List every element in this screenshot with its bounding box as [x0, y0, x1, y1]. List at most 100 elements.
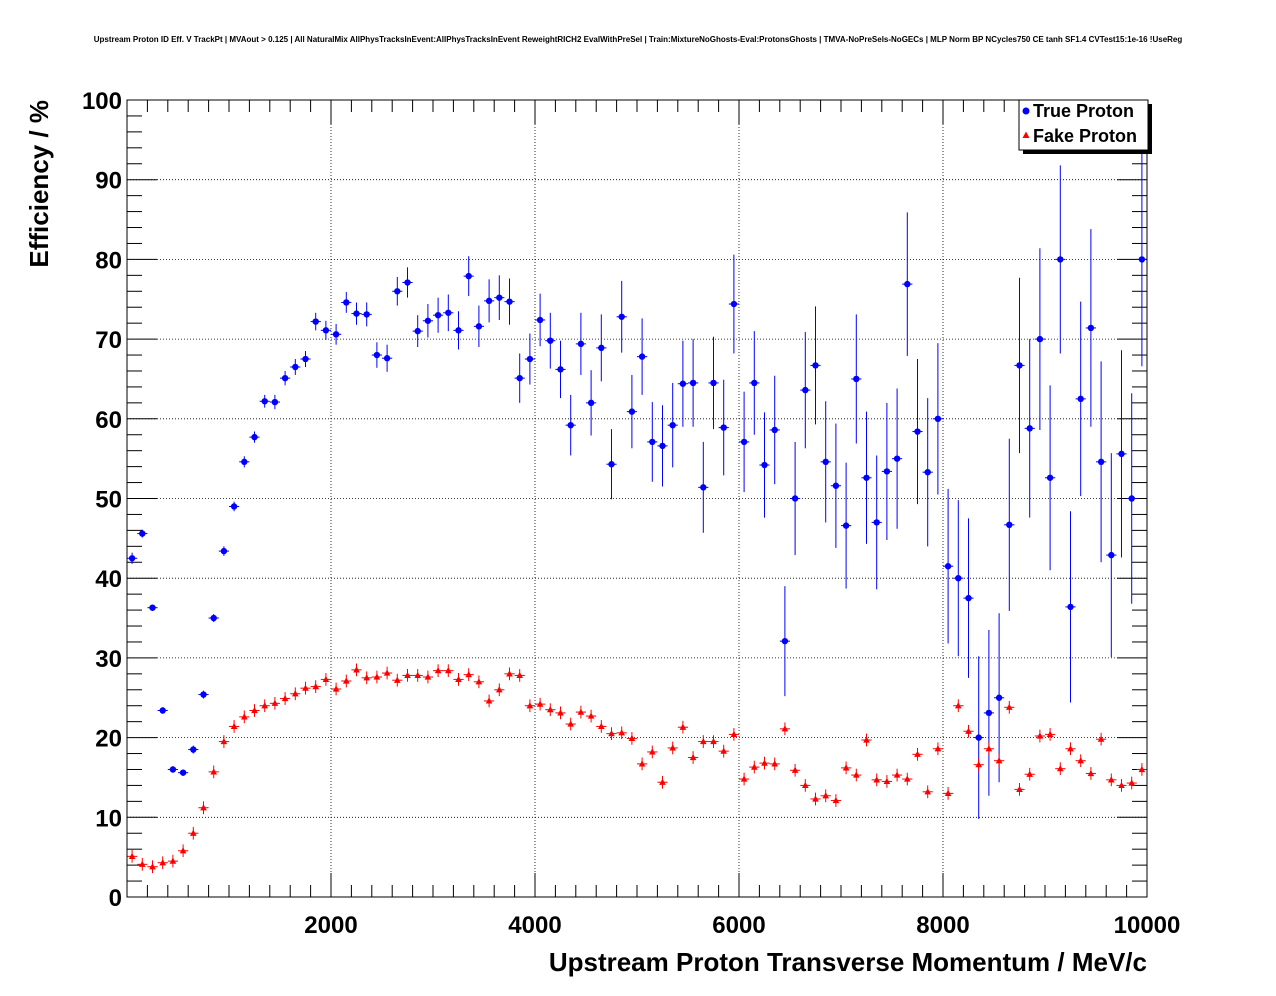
marker-triangle [995, 757, 1003, 764]
marker-circle [179, 769, 187, 776]
marker-triangle [1138, 765, 1146, 773]
marker-circle [1026, 425, 1033, 432]
marker-triangle [445, 667, 452, 674]
data-point [1034, 729, 1045, 743]
data-point [626, 732, 637, 745]
marker-circle [394, 288, 401, 295]
marker-triangle [730, 730, 738, 738]
data-point [239, 710, 250, 724]
data-point [861, 733, 872, 747]
marker-circle [771, 426, 778, 434]
marker-circle [149, 604, 156, 611]
marker-triangle [618, 729, 625, 736]
x-tick-labels: 2000 4000 6000 8000 10000 [304, 912, 1180, 939]
marker-circle [791, 495, 799, 502]
marker-triangle [322, 675, 330, 683]
data-point [810, 306, 821, 425]
data-point [779, 722, 790, 736]
data-point [596, 314, 607, 382]
marker-triangle [485, 697, 493, 704]
x-tick-label: 8000 [916, 912, 969, 939]
data-point [382, 344, 393, 372]
marker-triangle [965, 727, 972, 734]
data-point [514, 353, 525, 403]
data-point [565, 717, 576, 731]
data-point [1106, 773, 1117, 787]
marker-triangle [893, 771, 901, 778]
marker-triangle [475, 678, 483, 685]
marker-circle [577, 340, 585, 348]
series-fake-proton [127, 663, 1147, 874]
marker-circle [169, 766, 177, 773]
data-point [841, 462, 852, 589]
data-point [331, 323, 342, 345]
marker-triangle [210, 768, 217, 775]
data-point [1096, 732, 1107, 746]
data-point [535, 293, 546, 347]
marker-circle [710, 379, 717, 387]
data-point [473, 675, 484, 689]
marker-circle [781, 637, 789, 645]
data-point [341, 292, 352, 313]
data-point [830, 423, 841, 548]
data-point [616, 280, 627, 353]
data-point [820, 789, 831, 803]
data-point [1085, 767, 1096, 780]
y-tick-label: 10 [95, 805, 122, 832]
marker-triangle [271, 699, 279, 706]
marker-triangle [434, 667, 442, 674]
data-point [208, 614, 219, 623]
data-point [739, 391, 750, 493]
data-point [769, 375, 780, 485]
data-point [759, 412, 770, 518]
marker-triangle [353, 666, 360, 673]
data-point [1136, 763, 1147, 776]
x-tick-label: 6000 [712, 912, 765, 939]
data-point [626, 374, 637, 449]
data-point [392, 673, 403, 687]
data-point [1045, 385, 1056, 571]
marker-circle [985, 709, 993, 717]
marker-triangle [292, 690, 299, 697]
data-point [259, 699, 270, 713]
marker-circle [761, 461, 768, 469]
marker-circle [740, 438, 748, 446]
data-point [698, 735, 709, 748]
marker-triangle [373, 673, 381, 680]
y-tick-label: 0 [109, 885, 122, 912]
data-point [575, 705, 586, 719]
marker-triangle [465, 671, 472, 678]
y-tick-label: 20 [95, 726, 122, 753]
data-point [932, 742, 943, 756]
marker-triangle [241, 713, 248, 720]
marker-circle [139, 530, 146, 537]
data-point [178, 844, 189, 858]
data-point [1096, 361, 1107, 563]
marker-circle [679, 380, 687, 387]
data-point [300, 681, 311, 695]
marker-triangle [975, 761, 982, 768]
data-point [606, 727, 617, 740]
data-point [637, 757, 648, 771]
marker-triangle [567, 720, 574, 727]
marker-triangle [628, 734, 636, 741]
data-point [218, 735, 229, 748]
marker-triangle [761, 759, 768, 766]
marker-triangle [577, 708, 585, 715]
data-point [922, 785, 933, 799]
data-point [1055, 165, 1066, 354]
data-point [443, 664, 454, 678]
data-point [830, 794, 841, 807]
data-point [1065, 511, 1076, 703]
marker-circle [230, 503, 238, 510]
marker-circle [659, 442, 666, 450]
data-point [647, 402, 658, 482]
data-point [973, 656, 984, 819]
data-point [728, 728, 739, 741]
data-point [1126, 393, 1137, 604]
marker-circle [302, 355, 309, 363]
data-point [677, 340, 688, 427]
data-point [943, 787, 954, 800]
data-point [167, 854, 178, 868]
y-tick-label: 70 [95, 327, 122, 354]
